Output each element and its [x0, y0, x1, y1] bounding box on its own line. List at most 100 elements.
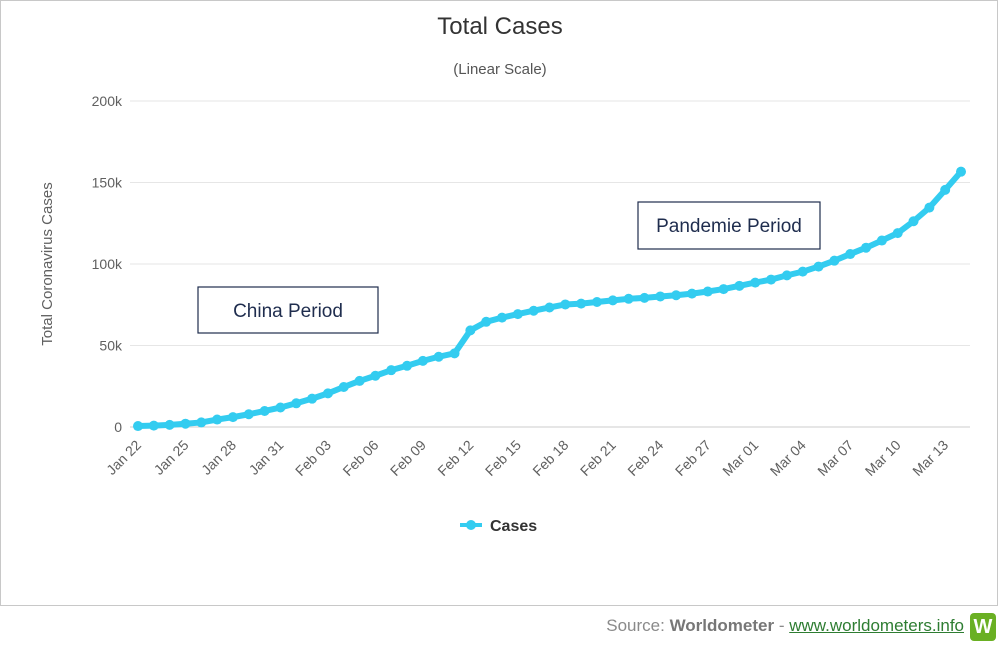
data-point[interactable]: [417, 355, 428, 366]
grid-lines: [130, 100, 970, 428]
data-point[interactable]: [623, 293, 634, 304]
data-point[interactable]: [307, 393, 318, 404]
x-tick-label: Feb 24: [624, 437, 666, 479]
x-tick-label: Feb 09: [387, 437, 429, 479]
x-tick-label: Jan 25: [151, 437, 192, 478]
y-axis-ticks: 0 50k 100k 150k 200k: [92, 93, 123, 435]
total-cases-chart: Total Cases (Linear Scale) Total Coronav…: [39, 13, 970, 535]
data-point[interactable]: [734, 280, 745, 291]
annotation-box: [637, 201, 821, 250]
data-point[interactable]: [829, 255, 840, 266]
y-tick-label: 200k: [92, 93, 123, 109]
x-tick-label: Jan 22: [103, 437, 144, 478]
data-point[interactable]: [528, 305, 539, 316]
data-point[interactable]: [576, 298, 587, 309]
x-tick-label: Mar 10: [862, 437, 904, 479]
annotation-label: China Period: [233, 301, 343, 322]
data-point[interactable]: [781, 270, 792, 281]
source-prefix: Source:: [606, 616, 670, 635]
data-point[interactable]: [639, 292, 650, 303]
data-point[interactable]: [291, 398, 302, 409]
x-tick-label: Mar 01: [719, 437, 761, 479]
legend-label-cases: Cases: [490, 518, 537, 535]
data-point[interactable]: [481, 316, 492, 327]
worldometer-logo-icon[interactable]: W: [970, 613, 996, 641]
source-link[interactable]: www.worldometers.info: [789, 616, 964, 635]
data-point[interactable]: [180, 418, 191, 429]
source-brand: Worldometer: [669, 616, 775, 635]
legend-swatch-marker: [466, 520, 476, 530]
data-point[interactable]: [718, 284, 729, 295]
data-point[interactable]: [845, 249, 856, 260]
data-point[interactable]: [512, 309, 523, 320]
data-point[interactable]: [338, 381, 349, 392]
data-point[interactable]: [370, 370, 381, 381]
data-point[interactable]: [196, 417, 207, 428]
data-point[interactable]: [940, 184, 951, 195]
x-axis-ticks: Jan 22 Jan 25 Jan 28 Jan 31 Feb 03 Feb 06 Feb …: [103, 437, 951, 479]
x-tick-label: Feb 06: [339, 437, 381, 479]
x-tick-label: Mar 13: [909, 437, 951, 479]
data-point[interactable]: [212, 414, 223, 425]
data-point[interactable]: [591, 297, 602, 308]
y-tick-label: 0: [114, 419, 122, 435]
data-point[interactable]: [148, 420, 159, 431]
series-cases: [133, 166, 966, 432]
legend[interactable]: Cases: [460, 518, 537, 535]
source-bar: Source: Worldometer - www.worldometers.i…: [0, 606, 1000, 651]
annotation-pandemie-period: Pandemie Period: [637, 201, 821, 250]
chart-frame: [0, 0, 998, 606]
y-tick-label: 100k: [92, 256, 123, 272]
x-tick-label: Feb 03: [292, 437, 334, 479]
data-point[interactable]: [275, 402, 286, 413]
data-point[interactable]: [243, 409, 254, 420]
x-tick-label: Mar 07: [814, 437, 856, 479]
data-point[interactable]: [750, 277, 761, 288]
data-point[interactable]: [797, 266, 808, 277]
x-tick-label: Feb 18: [529, 437, 571, 479]
data-point[interactable]: [892, 228, 903, 239]
data-point[interactable]: [560, 299, 571, 310]
data-point[interactable]: [449, 348, 460, 359]
data-point[interactable]: [655, 291, 666, 302]
x-tick-label: Feb 27: [672, 437, 714, 479]
annotation-label: Pandemie Period: [656, 216, 802, 237]
data-point[interactable]: [924, 202, 935, 213]
data-point[interactable]: [465, 325, 476, 336]
data-point[interactable]: [861, 242, 872, 253]
source-separator: -: [774, 616, 790, 635]
data-point[interactable]: [544, 302, 555, 313]
data-point[interactable]: [766, 274, 777, 285]
x-tick-label: Jan 31: [246, 437, 287, 478]
data-point[interactable]: [908, 216, 919, 227]
data-point[interactable]: [322, 388, 333, 399]
x-tick-label: Feb 12: [434, 437, 476, 479]
x-tick-label: Mar 04: [767, 437, 809, 479]
x-tick-label: Feb 15: [482, 437, 524, 479]
data-point[interactable]: [133, 421, 143, 432]
data-point[interactable]: [671, 290, 682, 301]
data-point[interactable]: [164, 419, 175, 430]
data-point[interactable]: [402, 360, 413, 371]
data-point[interactable]: [813, 261, 824, 272]
data-point[interactable]: [433, 351, 444, 362]
data-point[interactable]: [386, 365, 397, 376]
x-tick-label: Feb 21: [577, 437, 619, 479]
annotation-china-period: China Period: [197, 286, 379, 334]
y-tick-label: 150k: [92, 175, 123, 191]
data-point[interactable]: [227, 412, 238, 423]
y-axis-label: Total Coronavirus Cases: [39, 182, 56, 345]
source-credit: Source: Worldometer - www.worldometers.i…: [606, 616, 964, 636]
data-point[interactable]: [354, 375, 365, 386]
data-point[interactable]: [686, 288, 697, 299]
data-point[interactable]: [702, 286, 713, 297]
data-point[interactable]: [607, 295, 618, 306]
data-point[interactable]: [956, 166, 966, 177]
data-point[interactable]: [259, 405, 270, 416]
x-tick-label: Jan 28: [198, 437, 239, 478]
annotation-box: [197, 286, 379, 334]
data-point[interactable]: [876, 235, 887, 246]
y-tick-label: 50k: [99, 338, 123, 354]
chart-subtitle: (Linear Scale): [453, 61, 546, 78]
data-point[interactable]: [497, 312, 508, 323]
